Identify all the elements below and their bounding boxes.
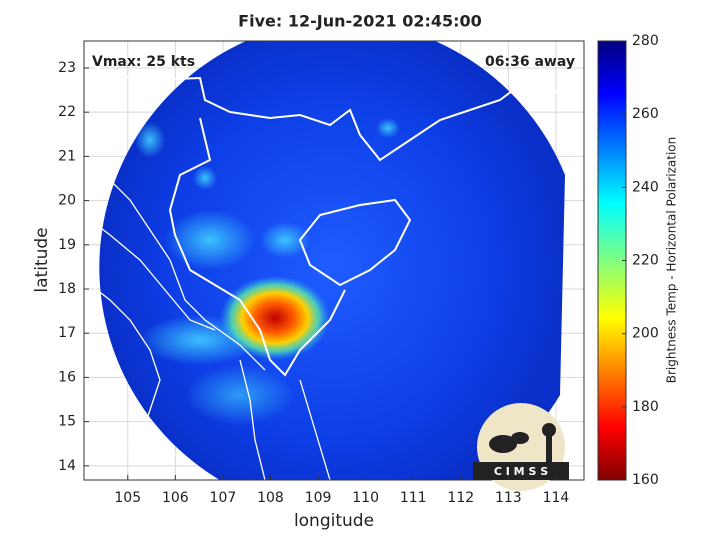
x-tick-label: 113: [495, 490, 522, 506]
x-tick-label: 105: [114, 490, 141, 506]
y-tick-label: 15: [58, 414, 76, 430]
x-tick-label: 109: [305, 490, 332, 506]
colorbar-tick-label: 240: [632, 179, 659, 195]
y-tick-label: 18: [58, 281, 76, 297]
y-tick-label: 16: [58, 369, 76, 385]
colorbar-tick-label: 260: [632, 106, 659, 122]
annotation: Vmax: 25 kts: [92, 54, 195, 70]
x-tick-label: 110: [352, 490, 379, 506]
y-tick-label: 19: [58, 237, 76, 253]
logo: C I M S S: [473, 403, 569, 491]
colorbar-tick-label: 180: [632, 399, 659, 415]
y-tick-label: 23: [58, 60, 76, 76]
plot-frame: [83, 40, 585, 481]
x-tick-label: 112: [447, 490, 474, 506]
satellite-imagery: [84, 41, 565, 480]
colorbar-label: Brightness Temp - Horizontal Polarizatio…: [665, 137, 679, 384]
colorbar-tick-label: 160: [632, 472, 659, 488]
x-tick-label: 107: [210, 490, 237, 506]
colorbar-tick-label: 200: [632, 326, 659, 342]
chart-title: Five: 12-Jun-2021 02:45:00: [238, 12, 482, 31]
colorbar-tick-label: 220: [632, 253, 659, 269]
y-tick-label: 21: [58, 148, 76, 164]
x-tick-label: 114: [543, 490, 570, 506]
colorbar-tick-label: 280: [632, 33, 659, 49]
x-tick-label: 111: [400, 490, 427, 506]
y-tick-label: 17: [58, 325, 76, 341]
y-tick-label: 20: [58, 193, 76, 209]
y-tick-label: 14: [58, 458, 76, 474]
annotation: 06:36 away: [485, 54, 575, 70]
x-axis-label: longitude: [294, 511, 374, 531]
y-axis-label: latitude: [32, 227, 52, 292]
colorbar: [597, 40, 627, 481]
x-tick-label: 106: [162, 490, 189, 506]
x-tick-label: 108: [257, 490, 284, 506]
logo-text: C I M S S: [494, 465, 548, 478]
y-tick-label: 22: [58, 104, 76, 120]
